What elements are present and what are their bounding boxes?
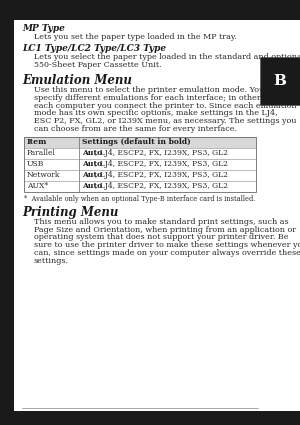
- Text: , LJ4, ESCP2, FX, I239X, PS3, GL2: , LJ4, ESCP2, FX, I239X, PS3, GL2: [95, 182, 228, 190]
- Text: , LJ4, ESCP2, FX, I239X, PS3, GL2: , LJ4, ESCP2, FX, I239X, PS3, GL2: [95, 149, 228, 157]
- Text: 349: 349: [260, 412, 276, 420]
- Bar: [0, 0, 14, 425]
- Text: , LJ4, ESCP2, FX, I239X, PS3, GL2: , LJ4, ESCP2, FX, I239X, PS3, GL2: [95, 160, 228, 168]
- Text: Item: Item: [27, 138, 47, 146]
- Text: settings.: settings.: [34, 257, 69, 265]
- Text: ESC P2, FX, GL2, or I239X menu, as necessary. The settings you: ESC P2, FX, GL2, or I239X menu, as neces…: [34, 117, 296, 125]
- Bar: [260, 57, 300, 105]
- Text: 550-Sheet Paper Cassette Unit.: 550-Sheet Paper Cassette Unit.: [34, 61, 162, 69]
- Text: Functions of the Control Panel: Functions of the Control Panel: [144, 412, 253, 420]
- Text: each computer you connect the printer to. Since each emulation: each computer you connect the printer to…: [34, 102, 297, 110]
- Text: AUX*: AUX*: [27, 182, 48, 190]
- Text: This menu allows you to make standard print settings, such as: This menu allows you to make standard pr…: [34, 218, 289, 226]
- Text: LC1 Type/LC2 Type/LC3 Type: LC1 Type/LC2 Type/LC3 Type: [22, 44, 166, 53]
- Bar: [0, 411, 300, 425]
- Text: Page Size and Orientation, when printing from an application or: Page Size and Orientation, when printing…: [34, 226, 296, 234]
- Text: Lets you select the paper type loaded in the standard and optional: Lets you select the paper type loaded in…: [34, 53, 300, 61]
- Bar: [24, 137, 256, 148]
- Text: can, since settings made on your computer always override these: can, since settings made on your compute…: [34, 249, 300, 257]
- Bar: [24, 137, 256, 192]
- Text: MP Type: MP Type: [22, 24, 65, 33]
- Text: , LJ4, ESCP2, FX, I239X, PS3, GL2: , LJ4, ESCP2, FX, I239X, PS3, GL2: [95, 171, 228, 179]
- Text: sure to use the printer driver to make these settings whenever you: sure to use the printer driver to make t…: [34, 241, 300, 249]
- Text: Settings (default in bold): Settings (default in bold): [82, 138, 191, 146]
- Text: operating system that does not support your printer driver. Be: operating system that does not support y…: [34, 233, 289, 241]
- Text: mode has its own specific options, make settings in the LJ4,: mode has its own specific options, make …: [34, 109, 278, 117]
- Text: can choose from are the same for every interface.: can choose from are the same for every i…: [34, 125, 237, 133]
- Text: B: B: [274, 74, 286, 88]
- Text: Auto: Auto: [82, 171, 102, 179]
- Text: Lets you set the paper type loaded in the MP tray.: Lets you set the paper type loaded in th…: [34, 33, 237, 41]
- Text: Auto: Auto: [82, 182, 102, 190]
- Text: Auto: Auto: [82, 160, 102, 168]
- Text: USB: USB: [27, 160, 44, 168]
- Text: Network: Network: [27, 171, 60, 179]
- Text: *  Available only when an optional Type-B interface card is installed.: * Available only when an optional Type-B…: [24, 195, 255, 203]
- Text: Auto: Auto: [82, 149, 102, 157]
- Text: Use this menu to select the printer emulation mode. You can: Use this menu to select the printer emul…: [34, 86, 281, 94]
- Text: specify different emulations for each interface; in other words, for: specify different emulations for each in…: [34, 94, 300, 102]
- Text: Emulation Menu: Emulation Menu: [22, 74, 132, 87]
- Text: Parallel: Parallel: [27, 149, 56, 157]
- Bar: [0, 0, 300, 20]
- Text: Printing Menu: Printing Menu: [22, 206, 118, 219]
